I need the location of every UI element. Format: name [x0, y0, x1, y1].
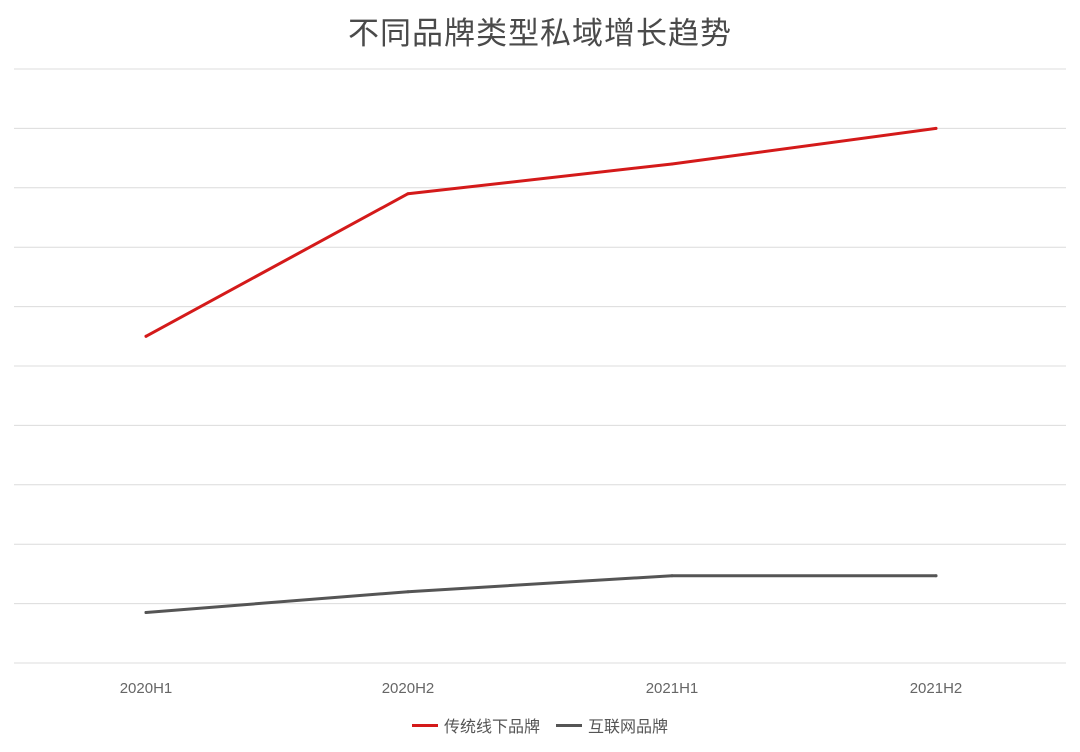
- data-point-1-3: [934, 574, 938, 578]
- data-point-0-2: [670, 162, 674, 166]
- data-point-1-2: [670, 574, 674, 578]
- x-axis-ticks: 2020H1 2020H2 2021H1 2021H2: [120, 680, 963, 697]
- legend-swatch-traditional: [411, 723, 438, 727]
- x-tick-label: 2020H2: [382, 680, 435, 697]
- data-point-1-1: [406, 590, 410, 594]
- x-tick-label: 2021H1: [646, 680, 699, 697]
- legend: 传统线下品牌 互联网品牌: [0, 713, 1080, 737]
- chart-title: 不同品牌类型私域增长趋势: [348, 16, 732, 52]
- series-lines: [144, 126, 938, 614]
- legend-swatch-internet: [556, 723, 582, 727]
- data-point-1-0: [144, 611, 148, 614]
- legend-label-traditional: 传统线下品牌: [443, 717, 540, 736]
- legend-item-traditional: 传统线下品牌: [411, 713, 540, 737]
- gridlines: [14, 68, 1066, 664]
- legend-label-internet: 互联网品牌: [588, 717, 669, 736]
- data-point-0-0: [144, 334, 148, 338]
- series-line-1: [144, 574, 938, 614]
- data-point-0-1: [406, 192, 410, 196]
- legend-item-internet: 互联网品牌: [556, 713, 668, 737]
- x-tick-label: 2021H2: [910, 680, 963, 697]
- data-point-0-3: [934, 126, 938, 130]
- x-tick-label: 2020H1: [120, 680, 173, 697]
- series-line-0: [144, 126, 938, 338]
